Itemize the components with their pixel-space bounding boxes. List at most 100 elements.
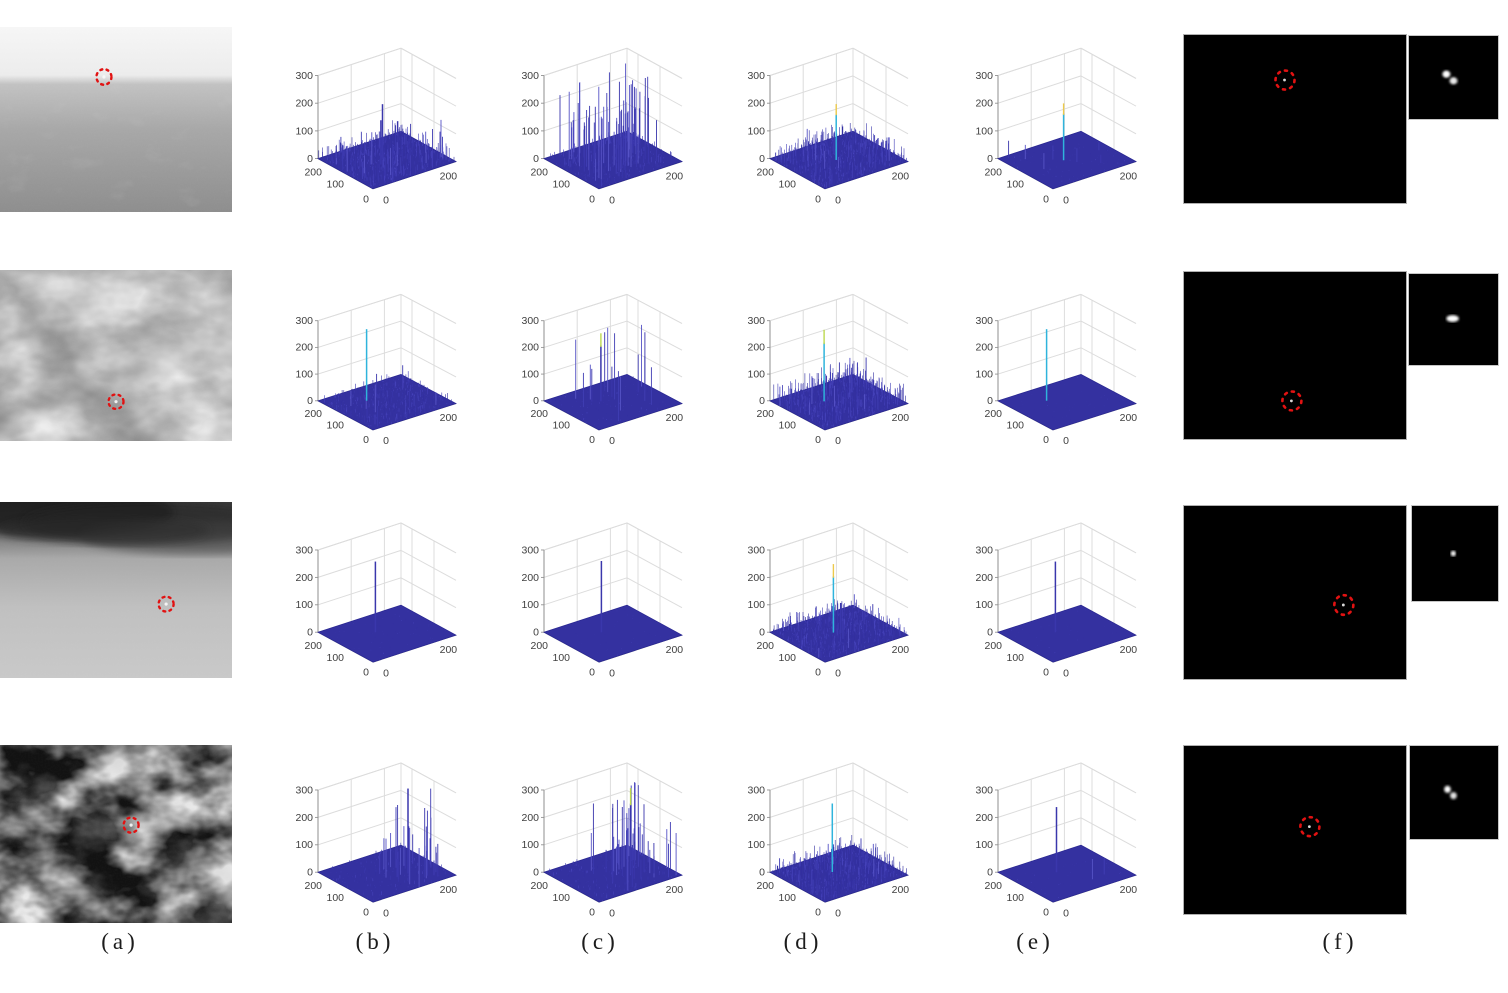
svg-text:0: 0 [307, 154, 313, 165]
svg-text:0: 0 [1063, 196, 1069, 207]
svg-text:200: 200 [666, 885, 684, 896]
svg-text:100: 100 [748, 600, 766, 611]
svg-text:100: 100 [521, 126, 539, 137]
svg-text:0: 0 [589, 908, 595, 919]
svg-text:0: 0 [307, 628, 313, 639]
surface-plot-row1-e: 0 100 200 300 200 100 0 0 200 [940, 25, 1190, 220]
svg-text:200: 200 [748, 573, 766, 584]
svg-text:0: 0 [307, 868, 313, 879]
svg-text:200: 200 [440, 885, 458, 896]
target-zoom-inset-row4 [1409, 745, 1499, 840]
svg-text:0: 0 [383, 909, 389, 920]
svg-text:200: 200 [666, 645, 684, 656]
surface-plot-row1-d: 0 100 200 300 200 100 0 0 200 [712, 25, 962, 220]
svg-text:0: 0 [759, 868, 765, 879]
svg-text:0: 0 [589, 195, 595, 206]
svg-text:200: 200 [295, 99, 313, 110]
svg-text:0: 0 [533, 868, 539, 879]
svg-text:0: 0 [609, 196, 615, 207]
svg-text:0: 0 [987, 396, 993, 407]
svg-text:200: 200 [892, 172, 910, 183]
svg-text:100: 100 [1007, 893, 1025, 904]
svg-text:300: 300 [975, 71, 993, 82]
surface-plot-row4-b: 0 100 200 300 200 100 0 0 200 [260, 740, 510, 933]
svg-text:100: 100 [1006, 180, 1024, 191]
svg-text:100: 100 [521, 370, 539, 381]
svg-text:200: 200 [305, 641, 323, 652]
svg-text:0: 0 [987, 628, 993, 639]
svg-text:200: 200 [530, 167, 548, 178]
svg-text:200: 200 [531, 881, 549, 892]
detection-result-row4 [1183, 745, 1407, 915]
svg-text:200: 200 [756, 409, 774, 420]
surface-plot-row3-c: 0 100 200 300 200 100 0 0 200 [486, 500, 736, 693]
svg-text:300: 300 [295, 316, 313, 327]
svg-text:200: 200 [985, 881, 1003, 892]
svg-text:0: 0 [1063, 909, 1069, 920]
svg-text:0: 0 [1043, 435, 1049, 446]
svg-text:200: 200 [985, 641, 1003, 652]
target-zoom-inset-row1 [1408, 35, 1499, 120]
svg-text:200: 200 [304, 167, 322, 178]
svg-text:100: 100 [778, 180, 796, 191]
infrared-scene-row4 [0, 745, 232, 923]
svg-text:0: 0 [759, 154, 765, 165]
surface-plot-row4-c: 0 100 200 300 200 100 0 0 200 [486, 740, 736, 933]
svg-text:100: 100 [326, 421, 344, 432]
svg-text:300: 300 [296, 786, 314, 797]
svg-text:200: 200 [1120, 645, 1138, 656]
svg-text:300: 300 [748, 786, 766, 797]
svg-text:300: 300 [976, 546, 994, 557]
svg-text:0: 0 [1043, 908, 1049, 919]
svg-text:0: 0 [533, 154, 539, 165]
svg-text:0: 0 [835, 196, 841, 207]
svg-text:0: 0 [759, 628, 765, 639]
svg-text:0: 0 [533, 628, 539, 639]
svg-text:200: 200 [521, 343, 539, 354]
svg-text:200: 200 [747, 99, 765, 110]
svg-text:100: 100 [976, 840, 994, 851]
column-label-f: (f) [1322, 929, 1358, 954]
svg-text:200: 200 [892, 413, 910, 424]
svg-text:300: 300 [976, 786, 994, 797]
svg-text:200: 200 [976, 573, 994, 584]
svg-text:100: 100 [976, 600, 994, 611]
svg-text:0: 0 [1043, 195, 1049, 206]
svg-text:200: 200 [440, 172, 458, 183]
svg-text:200: 200 [666, 172, 684, 183]
svg-text:100: 100 [327, 893, 345, 904]
svg-text:200: 200 [757, 881, 775, 892]
surface-plot-row2-c: 0 100 200 300 200 100 0 0 200 [486, 272, 736, 460]
svg-text:200: 200 [975, 99, 993, 110]
svg-text:200: 200 [984, 409, 1002, 420]
svg-text:300: 300 [521, 71, 539, 82]
infrared-scene-row3 [0, 502, 232, 678]
svg-text:100: 100 [747, 126, 765, 137]
surface-plot-row3-e: 0 100 200 300 200 100 0 0 200 [940, 500, 1190, 693]
svg-text:300: 300 [747, 71, 765, 82]
surface-plot-row2-d: 0 100 200 300 200 100 0 0 200 [712, 272, 962, 460]
svg-text:0: 0 [1063, 436, 1069, 447]
svg-text:200: 200 [1120, 413, 1138, 424]
svg-text:100: 100 [553, 653, 571, 664]
surface-plot-row1-b: 0 100 200 300 200 100 0 0 200 [260, 25, 510, 220]
svg-text:200: 200 [531, 641, 549, 652]
column-label-c: (c) [581, 929, 619, 954]
svg-text:0: 0 [835, 909, 841, 920]
svg-text:0: 0 [383, 196, 389, 207]
svg-text:100: 100 [295, 370, 313, 381]
infrared-scene-row1 [0, 27, 232, 212]
svg-text:0: 0 [1063, 669, 1069, 680]
surface-plot-row3-d: 0 100 200 300 200 100 0 0 200 [712, 500, 962, 693]
svg-text:300: 300 [521, 316, 539, 327]
svg-text:200: 200 [522, 573, 540, 584]
svg-text:0: 0 [815, 668, 821, 679]
svg-text:300: 300 [296, 546, 314, 557]
svg-text:200: 200 [1120, 885, 1138, 896]
svg-text:200: 200 [757, 641, 775, 652]
svg-text:100: 100 [295, 126, 313, 137]
surface-plot-row1-c: 0 100 200 300 200 100 0 0 200 [486, 25, 736, 220]
surface-plot-row2-e: 0 100 200 300 200 100 0 0 200 [940, 272, 1190, 460]
surface-plot-row2-b: 0 100 200 300 200 100 0 0 200 [260, 272, 510, 460]
svg-text:200: 200 [892, 645, 910, 656]
